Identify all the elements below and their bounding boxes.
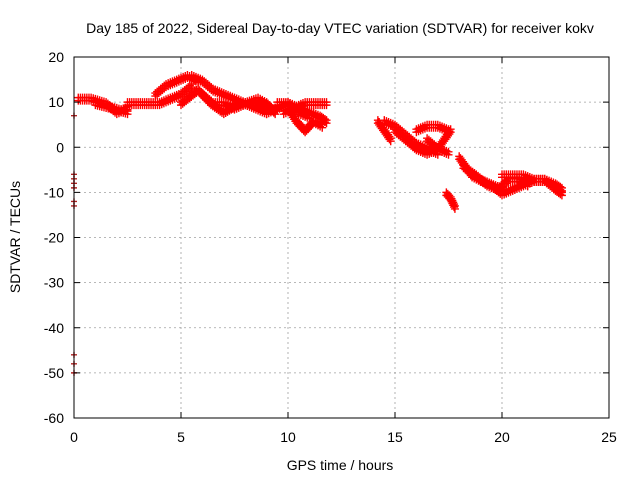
- data-point: [320, 118, 329, 127]
- x-tick-labels: 0 5 10 15 20 25: [70, 429, 617, 445]
- y-axis-label: SDTVAR / TECUs: [7, 181, 23, 293]
- data-point: [322, 119, 331, 128]
- y-tick-label: -40: [44, 320, 64, 336]
- y-tick-label: -60: [44, 410, 64, 426]
- grid-lines: [74, 57, 609, 418]
- y-tick-label: -10: [44, 184, 64, 200]
- y-tick-label: -30: [44, 275, 64, 291]
- data-point: [318, 123, 327, 132]
- data-point: [450, 203, 459, 212]
- data-point: [444, 128, 453, 137]
- y-tick-label: -20: [44, 230, 64, 246]
- y-tick-label: 20: [48, 49, 64, 65]
- x-tick-label: 15: [387, 429, 403, 445]
- data-point: [556, 190, 565, 199]
- y-tick-label: -50: [44, 365, 64, 381]
- data-point: [450, 204, 459, 213]
- x-axis-label: GPS time / hours: [287, 457, 394, 473]
- data-points: [71, 71, 566, 376]
- x-tick-label: 5: [177, 429, 185, 445]
- data-point: [444, 150, 453, 159]
- x-tick-label: 20: [494, 429, 510, 445]
- data-point: [386, 137, 395, 146]
- data-point: [322, 101, 331, 110]
- data-point: [557, 191, 566, 200]
- data-point: [123, 110, 132, 119]
- data-point: [385, 135, 394, 144]
- y-tick-label: 0: [56, 139, 64, 155]
- axis-ticks: [73, 56, 610, 419]
- data-point: [207, 99, 216, 108]
- y-tick-label: 10: [48, 94, 64, 110]
- data-point: [185, 84, 194, 93]
- y-tick-labels: 20 10 0 -10 -20 -30 -40 -50 -60: [44, 49, 64, 426]
- x-tick-label: 0: [70, 429, 78, 445]
- chart-title: Day 185 of 2022, Sidereal Day-to-day VTE…: [86, 20, 594, 36]
- x-tick-label: 10: [280, 429, 296, 445]
- x-tick-label: 25: [601, 429, 617, 445]
- data-point: [187, 83, 196, 92]
